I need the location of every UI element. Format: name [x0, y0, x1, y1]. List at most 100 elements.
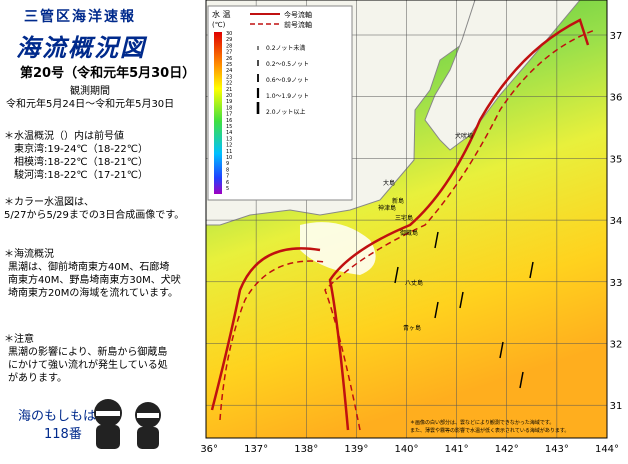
legend-label: 0.2ノット未満 — [266, 44, 305, 52]
previous-axis — [219, 260, 326, 421]
land — [424, 0, 581, 151]
legend-unit: (℃) — [212, 21, 226, 29]
lon-label: 137° — [244, 444, 268, 455]
scale-label: 10 — [226, 155, 232, 161]
scale-label: 24 — [226, 68, 232, 74]
scale-label: 21 — [226, 87, 232, 93]
current-axis — [210, 247, 321, 411]
lon-label: 140° — [394, 444, 418, 455]
legend-label: 2.0ノット以上 — [266, 108, 305, 116]
place-label: 御蔵島 — [400, 229, 418, 237]
scale-label: 11 — [226, 149, 232, 155]
current-arrow — [434, 301, 439, 319]
emergency: 海のもしもは — [18, 409, 97, 424]
map-frame — [205, 0, 608, 439]
temp-line: 駿河湾:18-22℃（17-21℃） — [14, 170, 148, 181]
lat-label: 36 — [610, 93, 623, 104]
scale-label: 26 — [226, 56, 232, 62]
scale-label: 16 — [226, 118, 232, 124]
scale-label: 8 — [226, 167, 229, 173]
legend-title: 水 温 — [212, 9, 231, 19]
place-label: 三宅島 — [395, 214, 413, 222]
scale-label: 23 — [226, 74, 232, 80]
scale-label: 18 — [226, 105, 232, 111]
current-line: 埼南東方20Mの海域を流れています。 — [8, 288, 179, 299]
lon-label: 144° — [595, 444, 619, 455]
legend-label: 前号流軸 — [284, 20, 312, 29]
lat-label: 33 — [610, 278, 623, 289]
scale-label: 25 — [226, 62, 232, 68]
image-line: 5/27から5/29までの3日合成画像です。 — [4, 210, 185, 221]
lon-label: 143° — [545, 444, 569, 455]
note-title: ＊海流概況 — [4, 249, 54, 260]
footnote: ＊画像の白い部分は、雲などにより観測できなかった海域です。 — [410, 419, 554, 426]
scale-label: 15 — [226, 124, 232, 130]
place-label: 青ヶ島 — [403, 324, 421, 332]
legend-box — [207, 5, 353, 201]
lat-label: 32 — [610, 340, 623, 351]
period: 令和元年5月24日～令和元年5月30日 — [6, 99, 175, 110]
lon-label: 136° — [200, 444, 218, 455]
current-arrow — [529, 261, 534, 279]
legend-label: 0.2～0.5ノット — [266, 61, 309, 68]
series-title: 三管区海洋速報 — [24, 9, 136, 25]
lat-label: 31 — [610, 401, 623, 412]
place-label: 新島 — [392, 197, 404, 205]
lon-label: 141° — [445, 444, 469, 455]
lon-label: 138° — [294, 444, 318, 455]
scale-label: 14 — [226, 130, 232, 136]
scale-label: 19 — [226, 99, 232, 105]
current-arrow — [459, 291, 464, 309]
lon-label: 142° — [495, 444, 519, 455]
caution-line: があります。 — [8, 373, 67, 384]
current-arrow — [434, 231, 439, 249]
period-label: 観測期間 — [70, 86, 110, 97]
scale-label: 13 — [226, 136, 232, 142]
place-label: 神津島 — [378, 204, 396, 212]
scale-label: 9 — [226, 161, 229, 167]
color-scale — [214, 32, 222, 194]
footnote: また、薄雲や霧等の影響で水温が低く表示されている海域があります。 — [410, 427, 569, 434]
lat-label: 37 — [610, 31, 623, 42]
temp-line: 相模湾:18-22℃（18-21℃） — [14, 157, 148, 168]
temp-line: 東京湾:19-24℃（18-22℃） — [14, 144, 148, 155]
note-title: ＊注意 — [4, 334, 34, 345]
previous-axis — [324, 29, 596, 431]
scale-label: 7 — [226, 174, 229, 180]
caution-line: にかけて強い流れが発生している処 — [8, 360, 168, 371]
scale-label: 28 — [226, 43, 232, 49]
scale-label: 12 — [226, 143, 232, 149]
map: 136° 137° 138° 139° 140° 141° 142° 143° 144° 37 36… — [200, 0, 623, 455]
main-title: 海流概況図 — [16, 34, 146, 62]
scale-label: 5 — [226, 186, 229, 192]
current-arrow — [499, 341, 504, 359]
caution-line: 黒潮の影響により、新島から御蔵島 — [8, 347, 168, 358]
current-line: 南東方40M、野島埼南東方30M、犬吠 — [8, 275, 181, 286]
scale-label: 30 — [226, 31, 232, 37]
place-label: 八丈島 — [405, 279, 423, 287]
legend-label: 0.6～0.9ノット — [266, 77, 309, 84]
scale-label: 22 — [226, 81, 232, 87]
scale-label: 17 — [226, 112, 232, 118]
scale-label: 29 — [226, 37, 232, 43]
emergency: 118番 — [44, 427, 82, 442]
scale-label: 27 — [226, 50, 232, 56]
place-label: 大島 — [383, 179, 395, 187]
lat-label: 34 — [610, 216, 623, 227]
current-axis — [328, 18, 590, 431]
info-panel: 三管区海洋速報 海流概況図 第20号（令和元年5月30日） 観測期間 令和元年5… — [0, 0, 200, 464]
current-line: 黒潮は、御前埼南東方40M、石廊埼 — [8, 262, 170, 273]
lon-label: 139° — [344, 444, 368, 455]
scale-label: 20 — [226, 93, 232, 99]
current-arrow — [394, 266, 399, 284]
legend-label: 1.0～1.9ノット — [266, 93, 309, 100]
legend-label: 今号流軸 — [284, 10, 312, 19]
place-label: 犬吠埼 — [455, 132, 473, 140]
note-title: ＊水温概況（）内は前号値 — [4, 131, 124, 142]
current-arrow — [519, 371, 524, 389]
mascot — [94, 399, 161, 449]
scale-label: 6 — [226, 180, 229, 186]
image-line: ＊カラー水温図は、 — [4, 197, 94, 208]
lat-label: 35 — [610, 154, 623, 165]
